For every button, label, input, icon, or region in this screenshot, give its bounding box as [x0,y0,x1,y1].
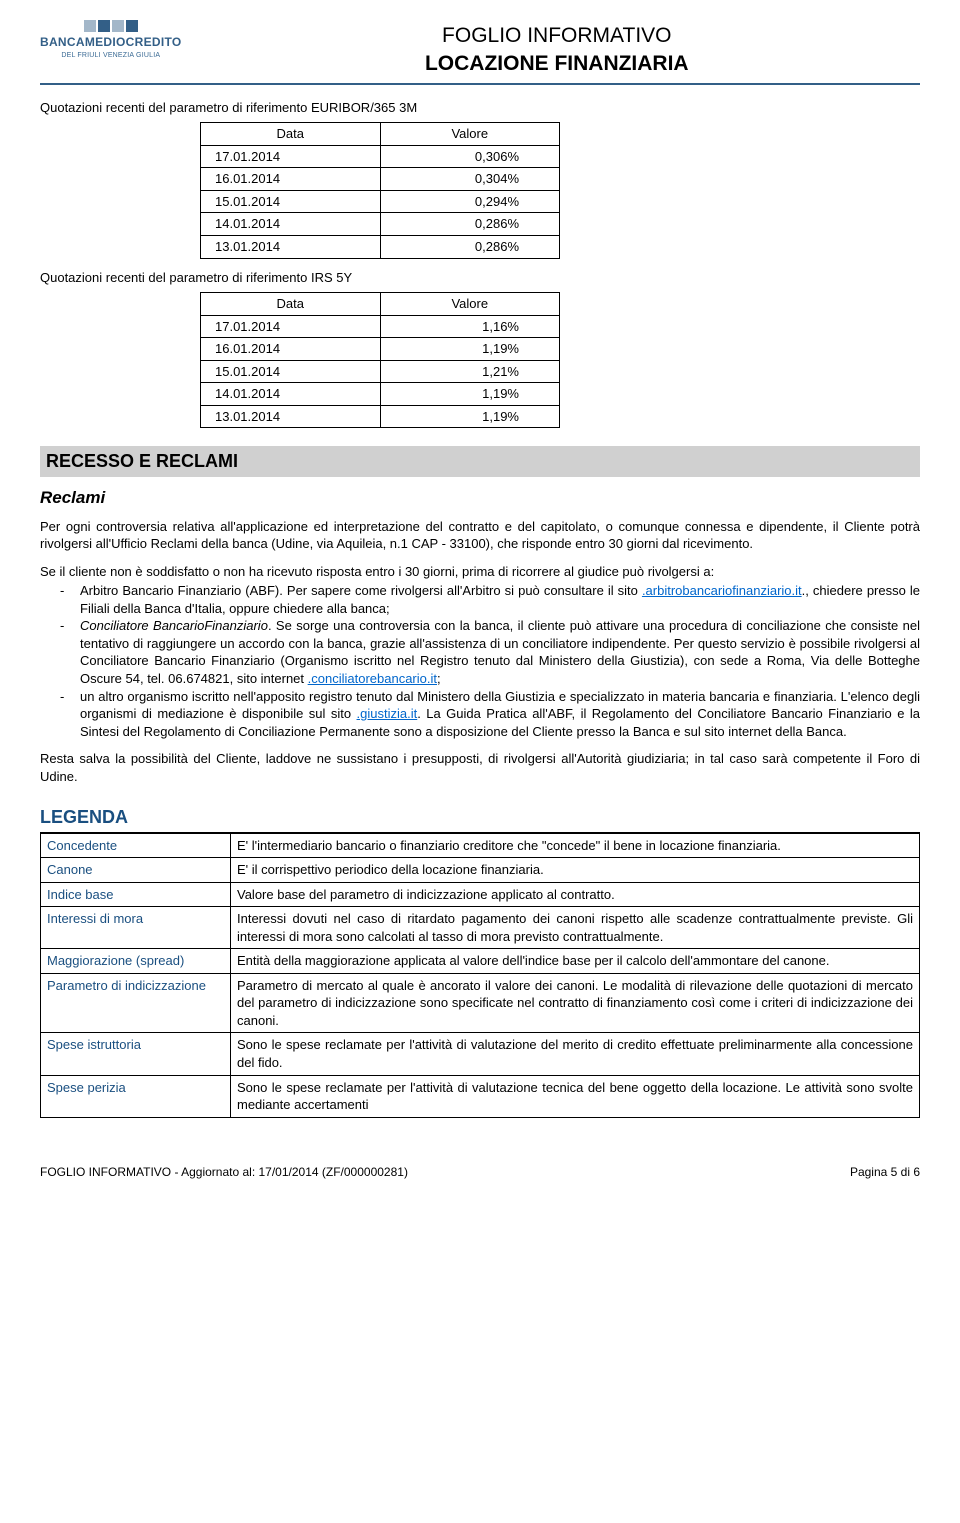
table-row: Indice baseValore base del parametro di … [41,882,920,907]
table-row: ConcedenteE' l'intermediario bancario o … [41,833,920,858]
table-row: Parametro di indicizzazioneParametro di … [41,973,920,1033]
legenda-table: ConcedenteE' l'intermediario bancario o … [40,833,920,1118]
euribor-intro: Quotazioni recenti del parametro di rife… [40,99,920,117]
table-row: 13.01.20140,286% [201,235,560,258]
irs-intro: Quotazioni recenti del parametro di rife… [40,269,920,287]
list-item: un altro organismo iscritto nell'apposit… [68,688,920,741]
reclami-p1: Per ogni controversia relativa all'appli… [40,518,920,553]
reclami-p2: Se il cliente non è soddisfatto o non ha… [40,563,920,581]
logo-sub-text: DEL FRIULI VENEZIA GIULIA [61,51,160,60]
table-row: Interessi di moraInteressi dovuti nel ca… [41,907,920,949]
page-footer: FOGLIO INFORMATIVO - Aggiornato al: 17/0… [40,1164,920,1180]
irs-table: Data Valore 17.01.20141,16% 16.01.20141,… [200,292,560,428]
header-titles: FOGLIO INFORMATIVO LOCAZIONE FINANZIARIA [194,20,920,79]
link-abf[interactable]: .arbitrobancariofinanziario.it [642,583,802,598]
table-row: Maggiorazione (spread)Entità della maggi… [41,949,920,974]
table-row: Spese istruttoriaSono le spese reclamate… [41,1033,920,1075]
col-val: Valore [380,123,560,146]
col-data: Data [201,123,381,146]
page-header: BANCAMEDIOCREDITO DEL FRIULI VENEZIA GIU… [40,20,920,85]
reclami-subheading: Reclami [40,487,920,510]
table-row: CanoneE' il corrispettivo periodico dell… [41,858,920,883]
table-row: 17.01.20140,306% [201,145,560,168]
reclami-list: Arbitro Bancario Finanziario (ABF). Per … [68,582,920,740]
footer-right: Pagina 5 di 6 [850,1164,920,1180]
table-row: Spese periziaSono le spese reclamate per… [41,1075,920,1117]
col-val: Valore [380,293,560,316]
link-giustizia[interactable]: .giustizia.it [357,706,418,721]
table-row: 16.01.20141,19% [201,338,560,361]
logo-icon [84,20,138,32]
euribor-table: Data Valore 17.01.20140,306% 16.01.20140… [200,122,560,258]
link-conciliatore[interactable]: .conciliatorebancario.it [308,671,437,686]
reclami-p3: Resta salva la possibilità del Cliente, … [40,750,920,785]
logo-main-text: BANCAMEDIOCREDITO [40,34,182,50]
table-row: 14.01.20140,286% [201,213,560,236]
logo: BANCAMEDIOCREDITO DEL FRIULI VENEZIA GIU… [40,20,194,61]
table-row: 14.01.20141,19% [201,383,560,406]
doc-title: FOGLIO INFORMATIVO [194,22,920,50]
col-data: Data [201,293,381,316]
recesso-heading: RECESSO E RECLAMI [40,446,920,476]
list-item: Conciliatore BancarioFinanziario. Se sor… [68,617,920,687]
table-row: 13.01.20141,19% [201,405,560,428]
table-row: 17.01.20141,16% [201,315,560,338]
doc-subtitle: LOCAZIONE FINANZIARIA [194,50,920,78]
table-row: 15.01.20141,21% [201,360,560,383]
list-item: Arbitro Bancario Finanziario (ABF). Per … [68,582,920,617]
legenda-heading: LEGENDA [40,805,920,832]
table-row: 15.01.20140,294% [201,190,560,213]
table-row: 16.01.20140,304% [201,168,560,191]
footer-left: FOGLIO INFORMATIVO - Aggiornato al: 17/0… [40,1164,408,1180]
